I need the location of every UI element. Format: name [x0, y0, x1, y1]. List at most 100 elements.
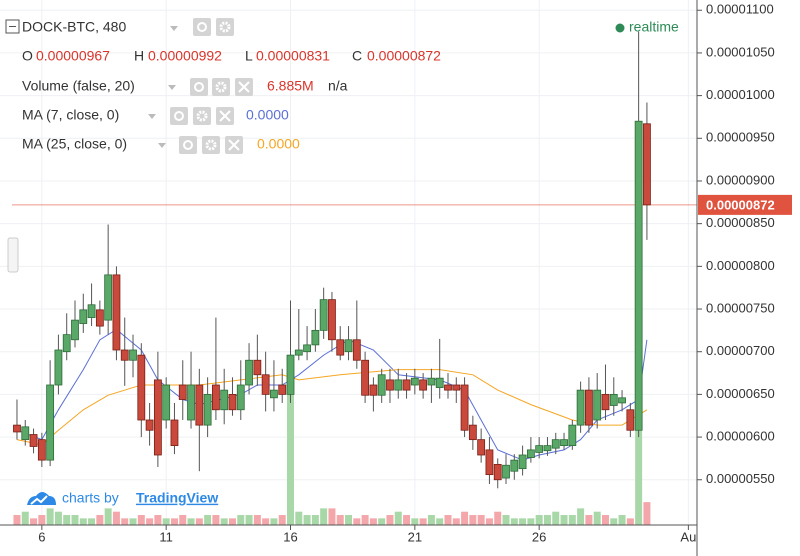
volume-bar: [527, 518, 535, 525]
volume-bar: [543, 515, 551, 525]
visibility-button[interactable]: [193, 18, 211, 36]
ohlc-key: L: [245, 48, 253, 64]
candle-body: [402, 379, 411, 391]
x-icon: [238, 81, 250, 93]
volume-bar: [262, 518, 270, 525]
volume-bar: [63, 515, 71, 525]
candle-body: [270, 389, 278, 399]
volume-bar: [535, 515, 543, 525]
volume-bar: [353, 518, 361, 525]
dropdown[interactable]: [168, 85, 176, 90]
volume-bar: [328, 508, 336, 525]
volume-bar: [204, 515, 212, 525]
volume-bar: [336, 515, 344, 525]
candle-body: [576, 389, 585, 426]
volume-bar: [477, 515, 485, 525]
y-tick-label: 0.00000950: [706, 130, 775, 145]
settings-button[interactable]: [212, 78, 230, 96]
visibility-button[interactable]: [170, 107, 188, 125]
volume-bar: [21, 511, 29, 525]
candle-body: [568, 424, 577, 447]
volume-bar: [320, 508, 328, 525]
settings-button[interactable]: [216, 18, 234, 36]
last-price-box: [698, 194, 792, 215]
candle-body: [618, 397, 626, 404]
ma-value: 0.0000: [257, 136, 300, 152]
candle-body: [13, 424, 21, 433]
visibility-button[interactable]: [179, 136, 197, 154]
candle-body: [46, 384, 55, 461]
volume-bar: [601, 515, 609, 525]
volume-bar: [46, 508, 54, 525]
candle-body: [153, 379, 162, 456]
dropdown[interactable]: [148, 114, 156, 119]
candle-body: [560, 439, 568, 447]
volume-bar: [585, 515, 593, 525]
visibility-button[interactable]: [190, 78, 208, 96]
branding[interactable]: charts by TradingView: [27, 490, 218, 506]
volume-bar: [237, 515, 245, 525]
candle-body: [54, 349, 63, 386]
x-tick-label: 6: [38, 529, 45, 544]
candle-body: [178, 384, 187, 400]
y-tick-label: 0.00000550: [706, 471, 775, 486]
candle-body: [634, 120, 643, 431]
volume-bar: [88, 518, 96, 525]
candle-body: [410, 377, 419, 386]
volume-bar: [494, 511, 502, 525]
x-icon: [228, 139, 240, 151]
volume-bar: [635, 428, 643, 525]
candle-body: [386, 379, 394, 391]
x-icon: [219, 110, 231, 122]
realtime-dot: [615, 23, 625, 33]
axes: 0.00001100 0.00001050 0.00001000 0.00000950…: [38, 2, 792, 544]
volume-bar: [419, 518, 427, 525]
volume-name: Volume (false, 20): [22, 78, 135, 94]
candle-body: [145, 419, 154, 431]
volume-bar: [195, 518, 203, 525]
candle-body: [129, 349, 137, 361]
volume-bar: [444, 515, 452, 525]
settings-button[interactable]: [202, 136, 220, 154]
volume-bar: [485, 518, 493, 525]
ma-name: MA (25, close, 0): [22, 136, 127, 152]
ma-value: 0.0000: [246, 107, 289, 123]
ohlc-value: 0.00000992: [148, 48, 222, 64]
ohlc-value: 0.00000967: [36, 48, 110, 64]
y-tick-label: 0.00000600: [706, 429, 775, 444]
ma-name: MA (7, close, 0): [22, 107, 119, 123]
volume-pane: [13, 392, 651, 525]
volume-bar: [403, 515, 411, 525]
brand-logo-line: [30, 495, 48, 505]
candle-body: [104, 274, 113, 321]
volume-bar: [79, 518, 87, 525]
eye-icon: [183, 140, 193, 150]
volume-bar: [568, 515, 576, 525]
brand-prefix: charts by: [62, 490, 119, 506]
volume-bar: [436, 518, 444, 525]
ohlc-key: C: [352, 48, 362, 64]
y-tick-label: 0.00000900: [706, 172, 775, 187]
y-tick-label: 0.00000650: [706, 386, 775, 401]
volume-bar: [129, 518, 137, 525]
volume-bar: [54, 511, 62, 525]
x-tick-label: Au: [680, 529, 696, 544]
dropdown[interactable]: [158, 143, 166, 148]
candle-body: [228, 393, 237, 411]
side-handle[interactable]: [7, 237, 19, 273]
eye-icon: [197, 22, 207, 32]
volume-bar: [170, 518, 178, 525]
candle-body: [468, 424, 477, 441]
dropdown[interactable]: [170, 26, 178, 31]
candle-body: [261, 374, 270, 395]
candle-body: [419, 379, 428, 391]
brand-name: TradingView: [136, 490, 218, 506]
candle-body: [170, 419, 179, 447]
candle-body: [609, 393, 618, 406]
settings-button[interactable]: [193, 107, 211, 125]
candle-body: [187, 384, 195, 421]
ohlc-value: 0.00000831: [256, 48, 330, 64]
candle-body: [585, 389, 593, 426]
volume-bar: [278, 515, 286, 525]
